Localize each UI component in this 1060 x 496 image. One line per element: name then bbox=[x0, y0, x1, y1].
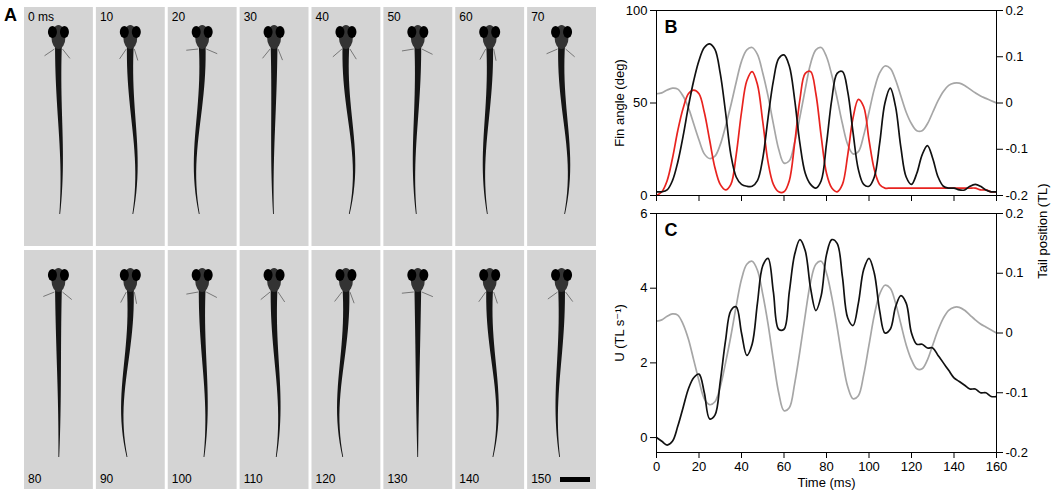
svg-text:0: 0 bbox=[1006, 95, 1013, 110]
svg-text:0 ms: 0 ms bbox=[28, 10, 54, 24]
svg-text:90: 90 bbox=[100, 472, 114, 486]
svg-text:2: 2 bbox=[640, 355, 647, 370]
svg-text:130: 130 bbox=[387, 472, 407, 486]
svg-text:0: 0 bbox=[1006, 325, 1013, 340]
svg-text:40: 40 bbox=[734, 459, 748, 474]
svg-text:110: 110 bbox=[244, 472, 263, 486]
svg-text:10: 10 bbox=[100, 10, 114, 24]
svg-text:50: 50 bbox=[387, 10, 401, 24]
svg-text:0.2: 0.2 bbox=[1006, 3, 1024, 18]
svg-text:Time (ms): Time (ms) bbox=[797, 475, 855, 490]
svg-text:0: 0 bbox=[640, 188, 647, 203]
svg-text:0: 0 bbox=[653, 459, 660, 474]
svg-text:-0.2: -0.2 bbox=[1006, 445, 1028, 460]
svg-text:0.1: 0.1 bbox=[1006, 49, 1024, 64]
svg-text:C: C bbox=[665, 220, 678, 240]
svg-text:120: 120 bbox=[316, 472, 336, 486]
svg-text:6: 6 bbox=[640, 206, 647, 221]
svg-text:-0.1: -0.1 bbox=[1006, 141, 1028, 156]
svg-text:B: B bbox=[665, 17, 678, 37]
svg-text:120: 120 bbox=[901, 459, 923, 474]
svg-text:80: 80 bbox=[819, 459, 833, 474]
svg-text:60: 60 bbox=[777, 459, 791, 474]
svg-text:100: 100 bbox=[626, 3, 648, 18]
svg-text:70: 70 bbox=[531, 10, 545, 24]
svg-text:140: 140 bbox=[459, 472, 479, 486]
svg-text:20: 20 bbox=[692, 459, 706, 474]
svg-text:80: 80 bbox=[28, 472, 42, 486]
svg-text:0: 0 bbox=[640, 430, 647, 445]
svg-text:100: 100 bbox=[858, 459, 880, 474]
svg-text:60: 60 bbox=[459, 10, 473, 24]
svg-text:Fin angle (deg): Fin angle (deg) bbox=[612, 59, 627, 146]
svg-text:A: A bbox=[4, 5, 17, 25]
svg-text:U (TL s⁻¹): U (TL s⁻¹) bbox=[612, 304, 627, 362]
svg-text:30: 30 bbox=[244, 10, 258, 24]
svg-text:4: 4 bbox=[640, 280, 647, 295]
svg-text:20: 20 bbox=[172, 10, 186, 24]
svg-text:-0.2: -0.2 bbox=[1006, 188, 1028, 203]
svg-text:-0.1: -0.1 bbox=[1006, 385, 1028, 400]
svg-text:0.1: 0.1 bbox=[1006, 265, 1024, 280]
svg-text:150: 150 bbox=[531, 472, 551, 486]
svg-text:40: 40 bbox=[316, 10, 330, 24]
svg-text:0.2: 0.2 bbox=[1006, 206, 1024, 221]
svg-text:100: 100 bbox=[172, 472, 192, 486]
svg-text:140: 140 bbox=[943, 459, 965, 474]
svg-text:50: 50 bbox=[633, 95, 647, 110]
svg-text:160: 160 bbox=[986, 459, 1008, 474]
html-text:Tail position (TL): Tail position (TL) bbox=[1035, 183, 1050, 279]
